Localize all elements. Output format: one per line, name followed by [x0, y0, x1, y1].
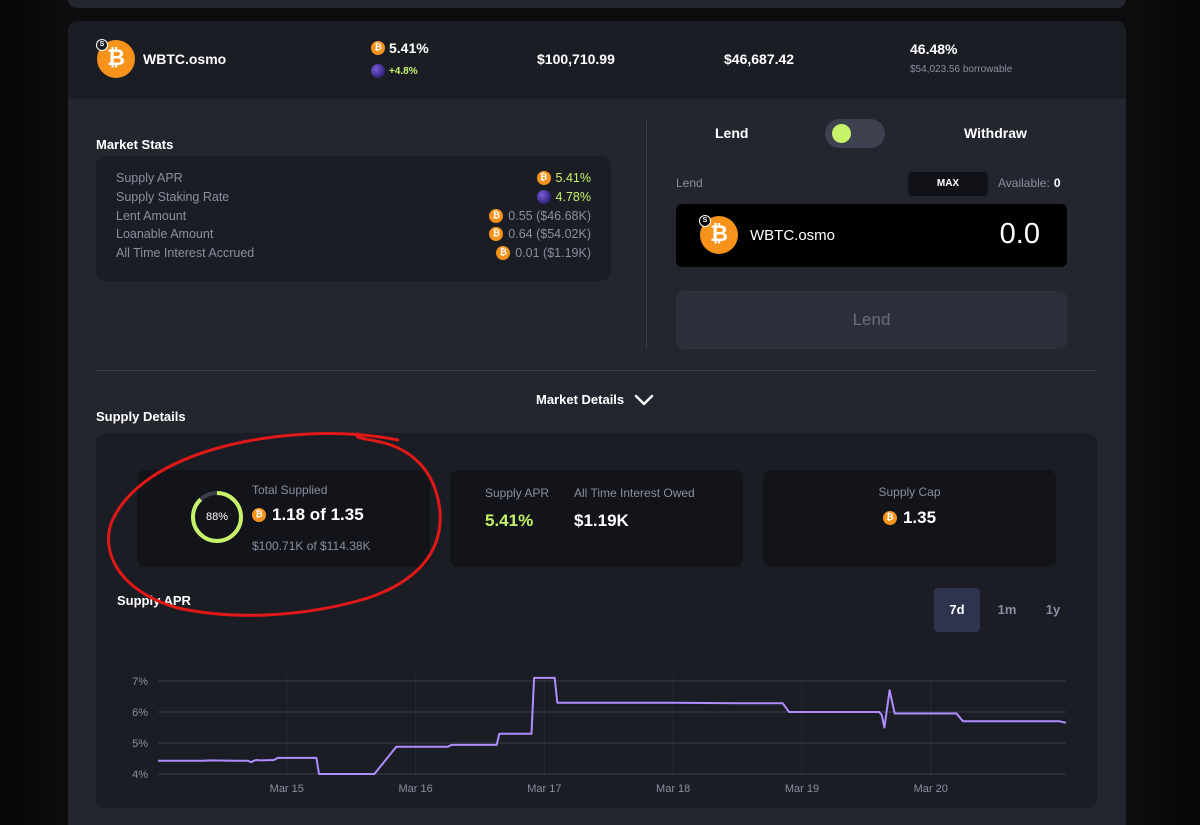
supply-details-title: Supply Details [96, 409, 186, 424]
asset-apr: 5.41% [389, 40, 429, 56]
toggle-knob [832, 124, 851, 143]
stat-supply-apr: Supply APR ₿ 5.41% [116, 171, 591, 189]
stat-staking-rate: Supply Staking Rate 4.78% [116, 190, 591, 208]
amount-input-box[interactable]: ₿ S WBTC.osmo 0.0 [676, 204, 1067, 267]
previous-asset-row [68, 0, 1126, 8]
market-details-toggle[interactable]: Market Details [536, 392, 654, 407]
bitcoin-icon: ₿ [252, 508, 266, 522]
range-1y[interactable]: 1y [1045, 602, 1061, 617]
stat-loanable-amount: Loanable Amount ₿ 0.64 ($54.02K) [116, 227, 591, 245]
wbtc-token-icon: ₿ S [699, 215, 738, 254]
supply-cap-row: ₿ 1.35 [763, 508, 1056, 528]
y-tick-label: 7% [132, 676, 148, 688]
stat-label: All Time Interest Accrued [116, 246, 255, 260]
supply-apr-label: Supply APR [485, 486, 550, 500]
bitcoin-icon: ₿ [489, 227, 504, 241]
asset-card: ₿ S WBTC.osmo ₿ 5.41% +4.8% $100,710.99 … [68, 21, 1126, 825]
stat-value: 0.01 ($1.19K) [515, 246, 591, 260]
osmo-icon [536, 190, 551, 204]
available-value: 0 [1053, 176, 1061, 190]
stat-label: Supply APR [116, 171, 183, 185]
total-supplied-amount-row: ₿ 1.18 of 1.35 [252, 505, 364, 525]
supply-cap-value: 1.35 [902, 508, 937, 527]
section-divider [96, 370, 1097, 371]
stat-value: 5.41% [555, 171, 591, 185]
staking-bonus: +4.8% [371, 64, 418, 78]
amount-input[interactable]: 0.0 [999, 218, 1040, 250]
wbtc-token-icon: ₿ S [96, 39, 135, 78]
x-tick-label: Mar 18 [656, 783, 690, 795]
staking-bonus-value: +4.8% [389, 65, 418, 77]
supply-cap-card: Supply Cap ₿ 1.35 [763, 470, 1056, 567]
x-tick-label: Mar 15 [270, 783, 304, 795]
interest-owed-value: $1.19K [574, 511, 629, 530]
bitcoin-icon: ₿ [882, 511, 897, 525]
market-stats-title: Market Stats [96, 137, 174, 152]
total-supplied-card: 88% Total Supplied ₿ 1.18 of 1.35 $100.7… [137, 470, 430, 567]
supply-details-panel: 88% Total Supplied ₿ 1.18 of 1.35 $100.7… [96, 433, 1097, 808]
utilization: 46.48% [910, 41, 958, 57]
total-supplied-amount: 1.18 of 1.35 [272, 505, 364, 524]
market-details-label: Market Details [536, 392, 625, 407]
time-range-selector: 7d 1m 1y [934, 588, 1079, 632]
borrowable: $54,023.56 borrowable [910, 64, 1013, 75]
stat-value: 0.64 ($54.02K) [508, 227, 591, 241]
vertical-divider [646, 119, 647, 349]
stat-label: Loanable Amount [116, 227, 214, 241]
apr-cell: ₿ 5.41% [371, 40, 429, 56]
asset-name: WBTC.osmo [143, 51, 227, 67]
available-label: Available: [998, 176, 1050, 190]
x-tick-label: Mar 19 [785, 783, 819, 795]
lend-submit-button[interactable]: Lend [676, 291, 1067, 349]
bitcoin-icon: ₿ [536, 171, 551, 185]
lend-withdraw-toggle[interactable] [825, 119, 885, 148]
chevron-down-icon [634, 394, 654, 405]
lent-usd: $46,687.42 [724, 51, 795, 67]
supply-cap-label: Supply Cap [878, 485, 941, 499]
stat-value: 4.78% [555, 190, 591, 204]
stat-value: 0.55 ($46.68K) [508, 209, 591, 223]
total-supplied-usd: $100.71K of $114.38K [252, 539, 371, 553]
stat-lent-amount: Lent Amount ₿ 0.55 ($46.68K) [116, 209, 591, 227]
plot-area [158, 676, 1066, 779]
utilization-ring [191, 491, 243, 543]
stat-label: Supply Staking Rate [116, 190, 230, 204]
asset-row[interactable]: ₿ S WBTC.osmo ₿ 5.41% +4.8% $100,710.99 … [68, 21, 1126, 99]
stat-interest-accrued: All Time Interest Accrued ₿ 0.01 ($1.19K) [116, 246, 591, 264]
range-7d[interactable]: 7d [934, 588, 980, 632]
tab-withdraw[interactable]: Withdraw [964, 125, 1027, 141]
x-tick-label: Mar 16 [398, 783, 432, 795]
stat-label: Lent Amount [116, 209, 187, 223]
lend-field-label: Lend [676, 176, 703, 190]
x-tick-label: Mar 20 [914, 783, 948, 795]
osmo-icon [371, 64, 385, 78]
red-annotation-circle [107, 432, 442, 617]
utilization-percent: 88% [205, 511, 229, 523]
x-tick-label: Mar 17 [527, 783, 561, 795]
max-button[interactable]: MAX [908, 172, 988, 196]
tab-lend[interactable]: Lend [715, 125, 749, 141]
y-tick-label: 4% [132, 769, 148, 781]
supplied-usd: $100,710.99 [537, 51, 615, 67]
market-stats-panel: Supply APR ₿ 5.41% Supply Staking Rate 4.… [96, 156, 611, 281]
y-tick-label: 6% [132, 707, 148, 719]
y-tick-label: 5% [132, 738, 148, 750]
bitcoin-icon: ₿ [371, 41, 385, 55]
bitcoin-icon: ₿ [489, 209, 504, 223]
supply-apr-chart: 4% 5% 6% 7% Mar 15 Mar 16 Mar 17 Mar 18 Mar 19 Ma… [132, 676, 1067, 795]
supply-apr-card: Supply APR 5.41% All Time Interest Owed … [450, 470, 743, 567]
range-1m[interactable]: 1m [997, 602, 1017, 617]
interest-owed-label: All Time Interest Owed [574, 486, 695, 500]
supply-apr-value: 5.41% [485, 511, 534, 530]
total-supplied-label: Total Supplied [252, 483, 328, 497]
supply-apr-series-line [158, 676, 1067, 775]
available-balance: Available: 0 [998, 176, 1061, 190]
input-asset-name: WBTC.osmo [750, 227, 836, 244]
bitcoin-icon: ₿ [496, 246, 511, 260]
